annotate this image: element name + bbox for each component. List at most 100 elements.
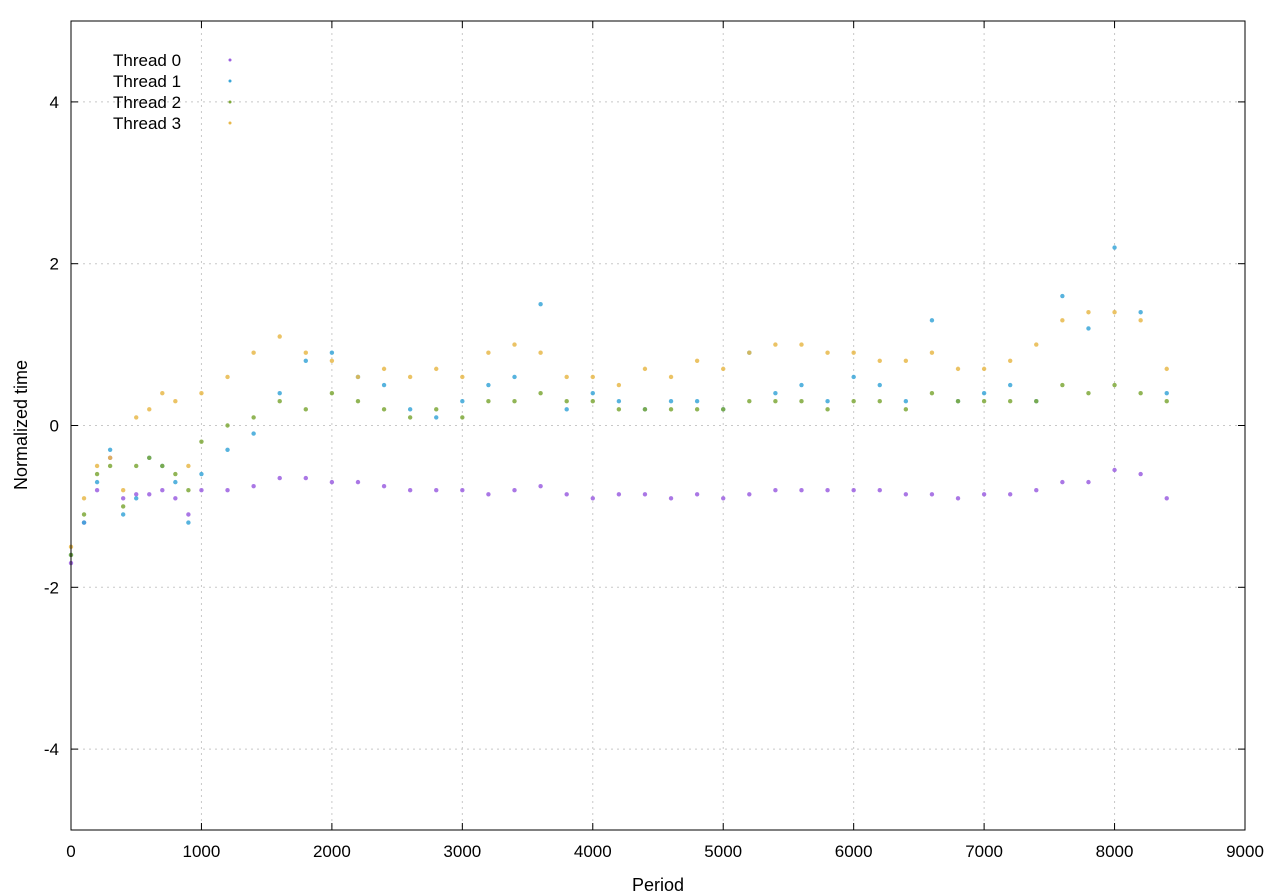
data-point bbox=[134, 492, 139, 497]
x-tick-label: 6000 bbox=[835, 842, 873, 861]
data-point bbox=[721, 366, 726, 372]
y-tick-label: 4 bbox=[50, 93, 59, 112]
data-point bbox=[355, 374, 361, 380]
data-point bbox=[1060, 382, 1065, 388]
data-point bbox=[564, 374, 569, 380]
data-point bbox=[668, 496, 674, 501]
data-point bbox=[1008, 399, 1013, 404]
y-tick-label: -2 bbox=[44, 578, 59, 597]
data-point bbox=[773, 390, 778, 396]
data-point bbox=[225, 423, 230, 428]
data-point bbox=[1112, 310, 1117, 315]
data-point bbox=[799, 488, 804, 493]
data-point bbox=[120, 504, 126, 509]
data-point bbox=[460, 399, 465, 404]
data-point bbox=[329, 358, 335, 363]
data-point bbox=[303, 350, 308, 355]
data-point bbox=[773, 488, 778, 493]
data-point bbox=[160, 463, 165, 469]
data-point bbox=[434, 488, 439, 493]
x-tick-label: 4000 bbox=[574, 842, 612, 861]
data-point bbox=[1112, 245, 1117, 250]
data-point bbox=[81, 520, 87, 525]
data-point bbox=[460, 415, 465, 420]
legend-label-3: Thread 3 bbox=[113, 114, 181, 133]
data-point bbox=[721, 496, 726, 501]
data-point bbox=[1086, 390, 1091, 396]
data-point bbox=[929, 492, 935, 497]
data-point bbox=[486, 350, 491, 355]
data-point bbox=[1164, 496, 1169, 501]
data-point bbox=[460, 374, 465, 380]
data-point bbox=[590, 399, 595, 404]
data-point bbox=[1060, 318, 1065, 323]
data-point bbox=[407, 488, 413, 493]
data-point bbox=[225, 488, 230, 493]
data-point bbox=[381, 366, 387, 372]
data-point bbox=[434, 407, 439, 412]
data-point bbox=[929, 350, 935, 355]
data-point bbox=[512, 399, 517, 404]
x-tick-label: 5000 bbox=[704, 842, 742, 861]
data-point bbox=[251, 483, 256, 489]
data-point bbox=[773, 399, 778, 404]
data-point bbox=[1112, 382, 1117, 388]
y-tick-label: 0 bbox=[50, 417, 59, 436]
data-point bbox=[329, 390, 335, 396]
data-point bbox=[825, 407, 830, 412]
data-point bbox=[94, 463, 100, 469]
data-point bbox=[773, 342, 778, 347]
data-point bbox=[799, 382, 804, 388]
data-point bbox=[799, 342, 804, 347]
data-point bbox=[616, 407, 622, 412]
data-point bbox=[616, 492, 622, 497]
data-point bbox=[1008, 382, 1013, 388]
data-point bbox=[981, 492, 987, 497]
data-point bbox=[303, 407, 308, 412]
data-point bbox=[903, 492, 909, 497]
data-point bbox=[160, 390, 165, 396]
data-point bbox=[381, 407, 387, 412]
data-point bbox=[825, 488, 830, 493]
data-point bbox=[107, 463, 113, 469]
data-point bbox=[134, 415, 139, 420]
legend-label-0: Thread 0 bbox=[113, 51, 181, 70]
data-point bbox=[590, 390, 595, 396]
data-point bbox=[329, 350, 335, 355]
data-point bbox=[407, 415, 413, 420]
data-point bbox=[721, 407, 726, 412]
data-point bbox=[955, 496, 961, 501]
data-point bbox=[851, 399, 856, 404]
data-point bbox=[1034, 488, 1039, 493]
legend-label-2: Thread 2 bbox=[113, 93, 181, 112]
data-point bbox=[877, 358, 882, 363]
data-point bbox=[877, 488, 882, 493]
data-point bbox=[147, 492, 152, 497]
x-tick-label: 3000 bbox=[443, 842, 481, 861]
x-tick-label: 9000 bbox=[1226, 842, 1264, 861]
data-point bbox=[668, 407, 674, 412]
data-point bbox=[877, 382, 882, 388]
data-point bbox=[1034, 342, 1039, 347]
legend-marker-1 bbox=[228, 79, 232, 83]
data-point bbox=[929, 318, 935, 323]
legend: Thread 0 Thread 1 Thread 2 Thread 3 bbox=[113, 51, 232, 133]
data-point bbox=[407, 407, 413, 412]
data-point bbox=[120, 488, 126, 493]
y-tick-label: 2 bbox=[50, 255, 59, 274]
data-point bbox=[199, 471, 204, 477]
data-point bbox=[186, 488, 191, 493]
data-point bbox=[981, 399, 987, 404]
data-point bbox=[225, 447, 230, 452]
data-point bbox=[277, 390, 282, 396]
data-point bbox=[355, 479, 361, 485]
data-point bbox=[1138, 318, 1143, 323]
data-point bbox=[1164, 399, 1169, 404]
data-point bbox=[694, 399, 700, 404]
data-point bbox=[981, 366, 987, 372]
data-point bbox=[1086, 479, 1091, 485]
data-point bbox=[564, 399, 569, 404]
data-point bbox=[120, 512, 126, 517]
legend-label-1: Thread 1 bbox=[113, 72, 181, 91]
